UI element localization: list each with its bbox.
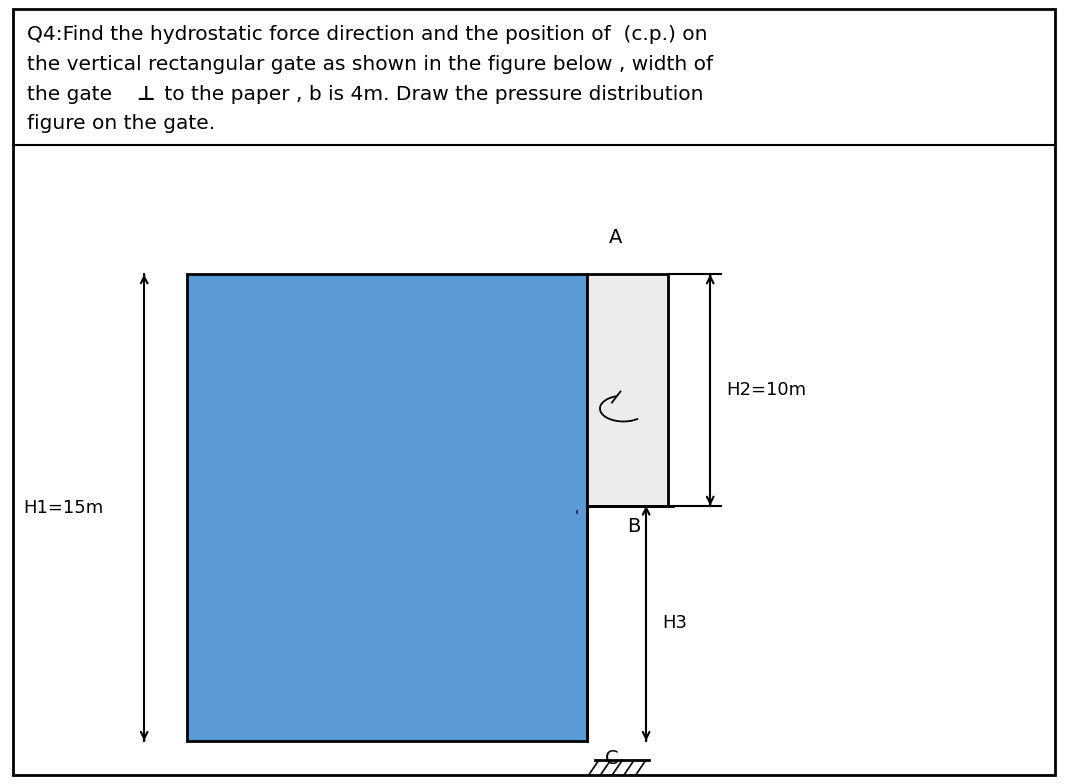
FancyBboxPatch shape: [13, 9, 1055, 775]
Text: the gate: the gate: [27, 85, 119, 103]
Text: figure on the gate.: figure on the gate.: [27, 114, 215, 133]
Text: B: B: [628, 517, 641, 536]
Text: Q4:Find the hydrostatic force direction and the position of  (c.p.) on: Q4:Find the hydrostatic force direction …: [27, 25, 707, 44]
Text: to the paper , b is 4m. Draw the pressure distribution: to the paper , b is 4m. Draw the pressur…: [158, 85, 704, 103]
Text: the vertical rectangular gate as shown in the figure below , width of: the vertical rectangular gate as shown i…: [27, 55, 712, 74]
Text: H1=15m: H1=15m: [23, 499, 104, 517]
Text: H3: H3: [662, 615, 687, 632]
Bar: [587, 274, 668, 506]
Text: C: C: [604, 749, 618, 768]
Text: ⊥: ⊥: [137, 85, 155, 103]
Text: H2=10m: H2=10m: [726, 381, 806, 399]
Text: A: A: [609, 228, 623, 247]
Bar: [187, 274, 587, 741]
Text: ': ': [575, 510, 579, 524]
